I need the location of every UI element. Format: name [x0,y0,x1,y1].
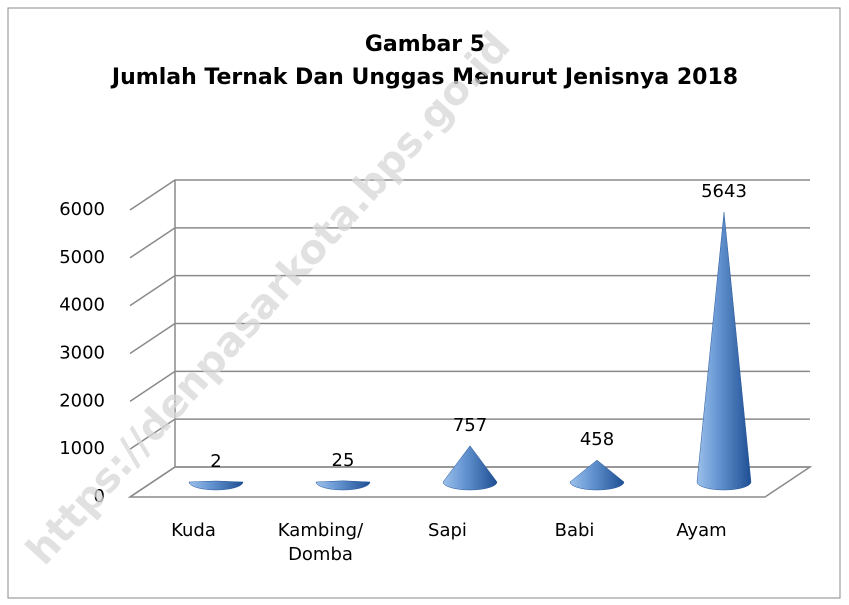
grid-line [129,179,810,211]
x-tick-label: Ayam [676,520,727,541]
y-tick-label: 5000 [59,247,105,268]
value-label: 757 [453,415,487,436]
grid-line [129,274,810,307]
value-label: 2 [210,451,221,472]
cone [696,212,752,491]
chart-title: Gambar 5 [365,32,485,57]
cone [442,445,498,491]
x-tick-label: Kuda [171,520,216,541]
y-tick-label: 4000 [59,295,105,316]
y-tick-label: 3000 [59,343,105,364]
y-tick-label: 6000 [59,199,105,220]
grid-line [129,322,810,355]
grid-line [129,418,810,450]
value-label: 458 [580,429,614,450]
x-tick-label: Sapi [428,520,467,541]
value-label: 25 [332,450,355,471]
chart-subtitle: Jumlah Ternak Dan Unggas Menurut Jenisny… [110,65,738,90]
grid-line [129,370,810,402]
value-label: 5643 [701,181,747,202]
grid-line [129,227,810,259]
y-tick-label: 1000 [59,438,105,459]
x-tick-label: Kambing/ Domba [277,520,364,565]
cone [315,480,371,491]
cone [188,480,244,491]
chart-frame [7,7,841,599]
cone [569,459,625,491]
y-tick-label: 2000 [59,390,105,411]
y-tick-label: 0 [94,486,105,507]
x-tick-label: Babi [554,520,595,541]
